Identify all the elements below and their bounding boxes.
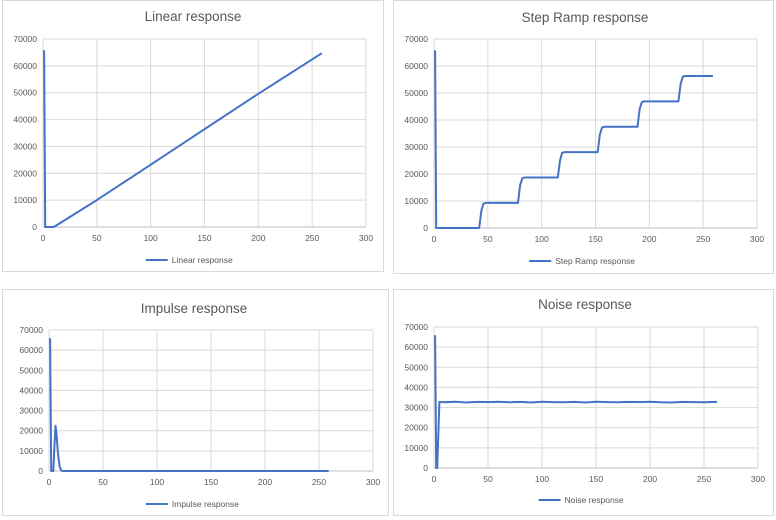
x-tick-label: 0 bbox=[47, 477, 52, 487]
y-tick-label: 20000 bbox=[404, 169, 428, 179]
chart-panel-noise: Noise response 0 10000 20000 30000 40000 50000… bbox=[393, 289, 774, 516]
chart-svg: Step Ramp response 0 10000 20000 30000 40000 5… bbox=[404, 10, 764, 266]
chart-svg: Noise response 0 10000 20000 30000 40000 50000… bbox=[404, 297, 765, 505]
y-tick-label: 30000 bbox=[404, 403, 428, 413]
y-tick-label: 70000 bbox=[404, 322, 428, 332]
y-tick-label: 30000 bbox=[13, 141, 37, 151]
y-tick-label: 60000 bbox=[13, 61, 37, 71]
x-tick-label: 200 bbox=[251, 233, 265, 243]
y-tick-label: 40000 bbox=[404, 115, 428, 125]
x-tick-label: 50 bbox=[483, 474, 493, 484]
y-tick-label: 50000 bbox=[13, 88, 37, 98]
x-tick-label: 0 bbox=[41, 233, 46, 243]
y-tick-label: 20000 bbox=[13, 168, 37, 178]
y-tick-label: 50000 bbox=[404, 88, 428, 98]
chart-title: Linear response bbox=[145, 9, 242, 24]
chart-svg: Linear response 0 10000 20000 30000 40000 5000… bbox=[13, 9, 373, 265]
x-tick-label: 150 bbox=[204, 477, 218, 487]
series-line bbox=[43, 50, 323, 228]
chart-panel-linear: Linear response 0 10000 20000 30000 40000 5000… bbox=[2, 0, 384, 272]
x-tick-label: 150 bbox=[588, 234, 602, 244]
x-tick-label: 100 bbox=[150, 477, 164, 487]
x-tick-label: 200 bbox=[643, 474, 657, 484]
y-tick-label: 70000 bbox=[19, 325, 43, 335]
x-tick-label: 100 bbox=[535, 474, 549, 484]
y-tick-label: 70000 bbox=[13, 34, 37, 44]
x-tick-label: 0 bbox=[432, 474, 437, 484]
y-tick-label: 30000 bbox=[404, 142, 428, 152]
x-tick-label: 50 bbox=[483, 234, 493, 244]
y-tick-label: 0 bbox=[423, 463, 428, 473]
y-tick-label: 60000 bbox=[404, 61, 428, 71]
x-tick-label: 200 bbox=[642, 234, 656, 244]
x-tick-label: 0 bbox=[432, 234, 437, 244]
y-tick-label: 30000 bbox=[19, 406, 43, 416]
x-tick-label: 50 bbox=[98, 477, 108, 487]
legend-label: Linear response bbox=[172, 255, 233, 265]
chart-title: Step Ramp response bbox=[522, 10, 649, 25]
y-tick-label: 20000 bbox=[19, 426, 43, 436]
x-tick-label: 150 bbox=[589, 474, 603, 484]
series-line bbox=[49, 338, 329, 472]
x-tick-label: 300 bbox=[750, 234, 764, 244]
y-tick-label: 10000 bbox=[404, 443, 428, 453]
x-tick-label: 50 bbox=[92, 233, 102, 243]
x-tick-label: 250 bbox=[697, 474, 711, 484]
y-tick-label: 40000 bbox=[19, 385, 43, 395]
y-tick-label: 10000 bbox=[13, 195, 37, 205]
legend-label: Noise response bbox=[565, 495, 624, 505]
x-tick-label: 100 bbox=[144, 233, 158, 243]
x-tick-label: 300 bbox=[366, 477, 380, 487]
chart-title: Noise response bbox=[538, 297, 632, 312]
x-tick-label: 200 bbox=[258, 477, 272, 487]
x-tick-label: 250 bbox=[312, 477, 326, 487]
chart-svg: Impulse response010000200003000040000500… bbox=[19, 301, 380, 509]
y-tick-label: 60000 bbox=[404, 342, 428, 352]
y-tick-label: 10000 bbox=[19, 446, 43, 456]
y-tick-label: 0 bbox=[32, 222, 37, 232]
y-tick-label: 20000 bbox=[404, 423, 428, 433]
x-tick-label: 250 bbox=[696, 234, 710, 244]
y-tick-label: 0 bbox=[423, 223, 428, 233]
y-tick-label: 70000 bbox=[404, 34, 428, 44]
x-tick-label: 100 bbox=[535, 234, 549, 244]
chart-panel-step-ramp: Step Ramp response 0 10000 20000 30000 40000 5… bbox=[393, 0, 774, 274]
chart-title: Impulse response bbox=[141, 301, 248, 316]
legend-label: Step Ramp response bbox=[555, 256, 635, 266]
y-tick-label: 40000 bbox=[404, 382, 428, 392]
series-line bbox=[434, 335, 718, 469]
chart-panel-impulse: Impulse response 0 10000 20000 30000 40000 500… bbox=[2, 289, 389, 516]
y-tick-label: 50000 bbox=[19, 365, 43, 375]
y-tick-label: 40000 bbox=[13, 115, 37, 125]
x-tick-label: 300 bbox=[359, 233, 373, 243]
legend-label: Impulse response bbox=[172, 499, 239, 509]
series-line bbox=[434, 50, 713, 229]
x-tick-label: 300 bbox=[751, 474, 765, 484]
y-tick-label: 10000 bbox=[404, 196, 428, 206]
x-tick-label: 250 bbox=[305, 233, 319, 243]
x-tick-label: 150 bbox=[197, 233, 211, 243]
y-tick-label: 60000 bbox=[19, 345, 43, 355]
y-tick-label: 50000 bbox=[404, 362, 428, 372]
y-tick-label: 0 bbox=[38, 466, 43, 476]
